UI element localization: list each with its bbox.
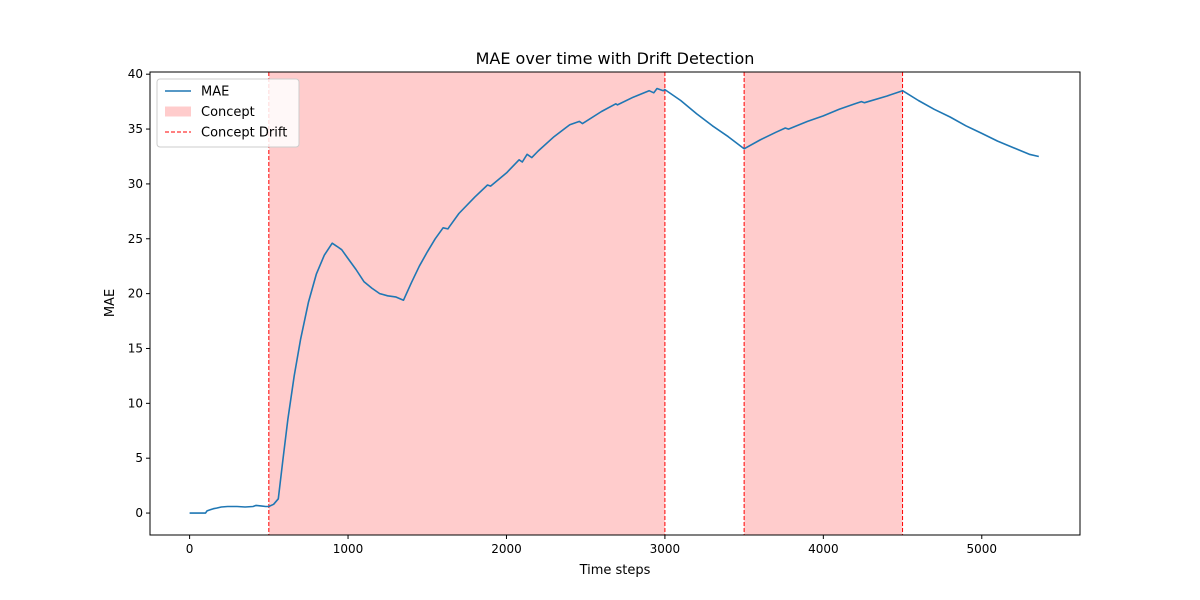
series-line-mae xyxy=(189,87,1039,514)
x-tick-label: 1000 xyxy=(333,542,364,556)
legend-label: MAE xyxy=(201,85,229,100)
y-axis: 0 5 10 15 20 25 30 35 40 xyxy=(128,67,150,520)
y-tick-label: 30 xyxy=(128,177,143,191)
y-tick-label: 35 xyxy=(128,122,143,136)
chart-title: MAE over time with Drift Detection xyxy=(476,49,755,68)
legend-swatch-concept xyxy=(165,106,191,117)
series-layer xyxy=(189,87,1039,514)
concept-regions xyxy=(268,72,903,535)
drift-lines xyxy=(268,72,904,535)
plot-frame xyxy=(149,71,1081,536)
concept-region-1 xyxy=(268,72,665,535)
y-tick-label: 10 xyxy=(128,396,143,410)
y-tick-label: 20 xyxy=(128,287,143,301)
y-axis-label: MAE xyxy=(103,289,118,317)
y-tick-label: 5 xyxy=(135,451,143,465)
y-tick-label: 15 xyxy=(128,341,143,355)
x-axis: 0 1000 2000 3000 4000 5000 xyxy=(186,535,997,556)
legend: MAE Concept Concept Drift xyxy=(156,78,300,148)
legend-box xyxy=(156,78,300,148)
y-tick-label: 0 xyxy=(135,506,143,520)
x-axis-label: Time steps xyxy=(579,563,651,578)
y-tick-label: 25 xyxy=(128,232,143,246)
legend-label: Concept xyxy=(201,105,255,120)
legend-label: Concept Drift xyxy=(201,126,287,141)
x-tick-label: 3000 xyxy=(650,542,681,556)
x-tick-label: 2000 xyxy=(491,542,522,556)
concept-region-2 xyxy=(744,72,903,535)
x-tick-label: 0 xyxy=(186,542,194,556)
x-tick-label: 5000 xyxy=(966,542,997,556)
x-tick-label: 4000 xyxy=(808,542,839,556)
y-tick-label: 40 xyxy=(128,67,143,81)
